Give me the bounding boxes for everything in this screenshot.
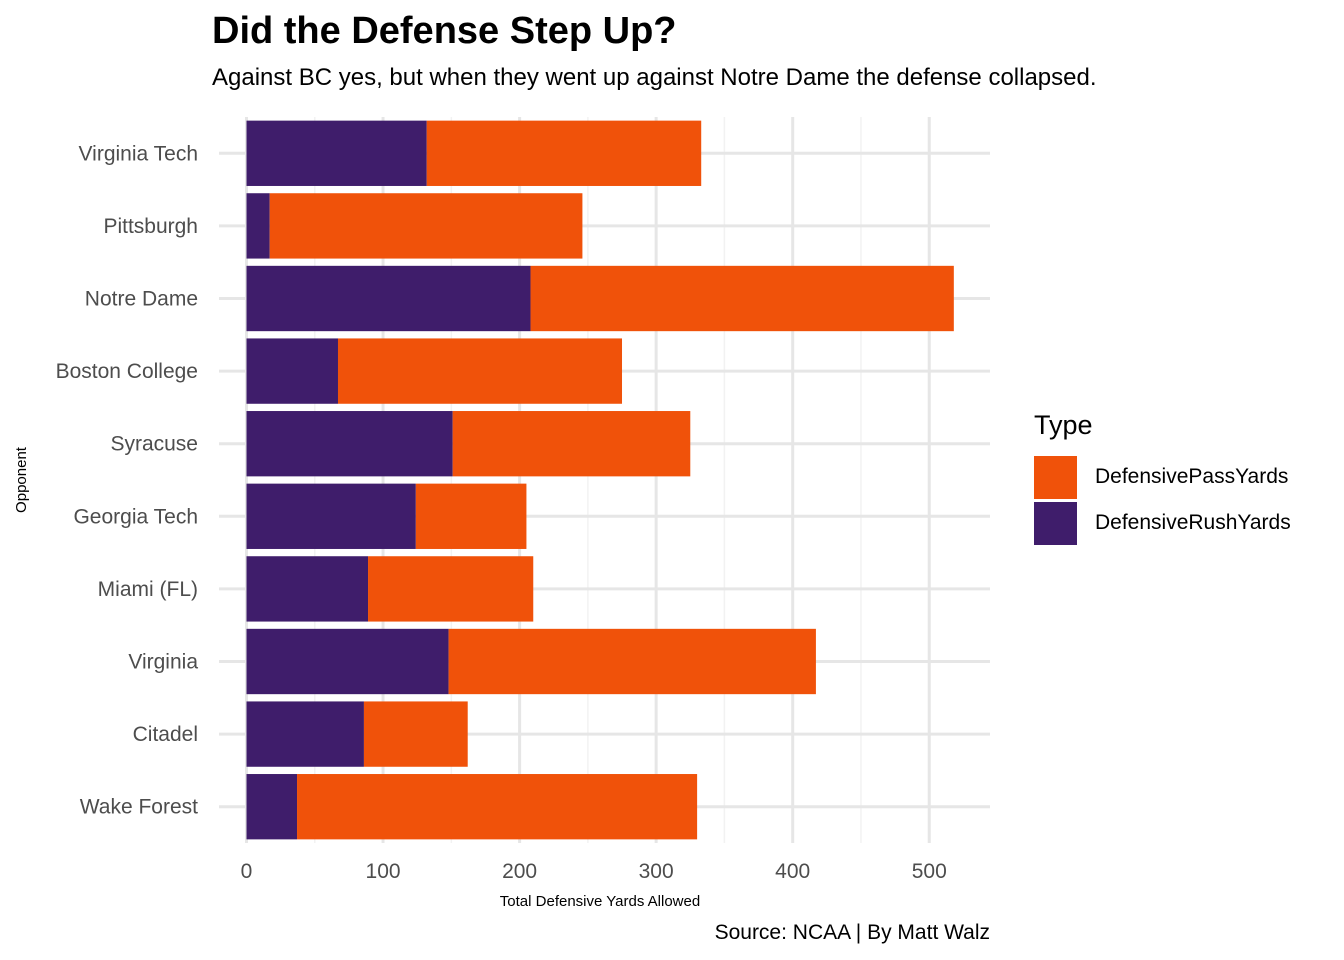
x-tick-label: 400	[775, 860, 810, 883]
bar-defensivepassyards-3	[337, 338, 623, 404]
legend-item: DefensivePassYards	[1034, 455, 1291, 499]
legend-item: DefensiveRushYards	[1034, 501, 1291, 545]
bar-defensiverushyards-8	[246, 701, 364, 767]
bar-defensiverushyards-7	[246, 628, 449, 695]
bar-defensiverushyards-0	[246, 120, 427, 186]
bar-defensiverushyards-4	[246, 411, 453, 477]
y-tick-label: Virginia Tech	[79, 142, 198, 165]
y-tick-label: Syracuse	[110, 433, 198, 456]
legend-label: DefensivePassYards	[1095, 465, 1289, 488]
legend-swatch	[1034, 501, 1077, 545]
legend: Type DefensivePassYards DefensiveRushYard…	[1034, 410, 1291, 547]
bar-defensiverushyards-1	[246, 193, 270, 259]
chart-caption: Source: NCAA | By Matt Walz	[714, 921, 990, 944]
y-tick-labels: Virginia Tech Pittsburgh Notre Dame Boston …	[56, 142, 199, 818]
y-tick-label: Pittsburgh	[103, 215, 198, 238]
bar-defensivepassyards-6	[368, 556, 534, 622]
y-tick-label: Miami (FL)	[98, 578, 198, 601]
x-axis-label: Total Defensive Yards Allowed	[500, 893, 700, 910]
bar-defensivepassyards-9	[297, 774, 698, 840]
bar-defensiverushyards-3	[246, 338, 338, 404]
y-tick-label: Wake Forest	[80, 796, 198, 819]
x-tick-label: 500	[912, 860, 947, 883]
bar-defensivepassyards-1	[269, 193, 583, 259]
x-tick-label: 200	[502, 860, 537, 883]
legend-swatch	[1034, 455, 1077, 499]
y-tick-label: Citadel	[133, 723, 198, 746]
bar-defensivepassyards-2	[530, 265, 954, 332]
y-axis-label: Opponent	[13, 446, 30, 513]
x-tick-label: 0	[241, 860, 253, 883]
bar-defensiverushyards-9	[246, 774, 298, 840]
y-tick-label: Notre Dame	[85, 288, 198, 311]
chart-title: Did the Defense Step Up?	[212, 10, 677, 52]
x-tick-labels: 0 100 200 300 400 500	[241, 860, 947, 883]
bar-defensiverushyards-2	[246, 265, 531, 332]
bar-defensivepassyards-8	[363, 701, 468, 767]
bar-defensivepassyards-4	[452, 411, 691, 477]
bar-defensivepassyards-7	[448, 628, 816, 695]
legend-label: DefensiveRushYards	[1095, 511, 1291, 534]
bar-defensiverushyards-5	[246, 483, 416, 549]
bars	[246, 120, 954, 840]
y-tick-label: Georgia Tech	[73, 505, 198, 528]
x-tick-label: 300	[639, 860, 674, 883]
y-tick-label: Virginia	[128, 651, 198, 674]
chart-subtitle: Against BC yes, but when they went up ag…	[212, 64, 1097, 91]
bar-defensivepassyards-0	[426, 120, 702, 186]
y-tick-label: Boston College	[56, 360, 198, 383]
x-tick-label: 100	[366, 860, 401, 883]
bar-defensivepassyards-5	[415, 483, 527, 549]
legend-title: Type	[1034, 410, 1093, 440]
bar-defensiverushyards-6	[246, 556, 369, 622]
